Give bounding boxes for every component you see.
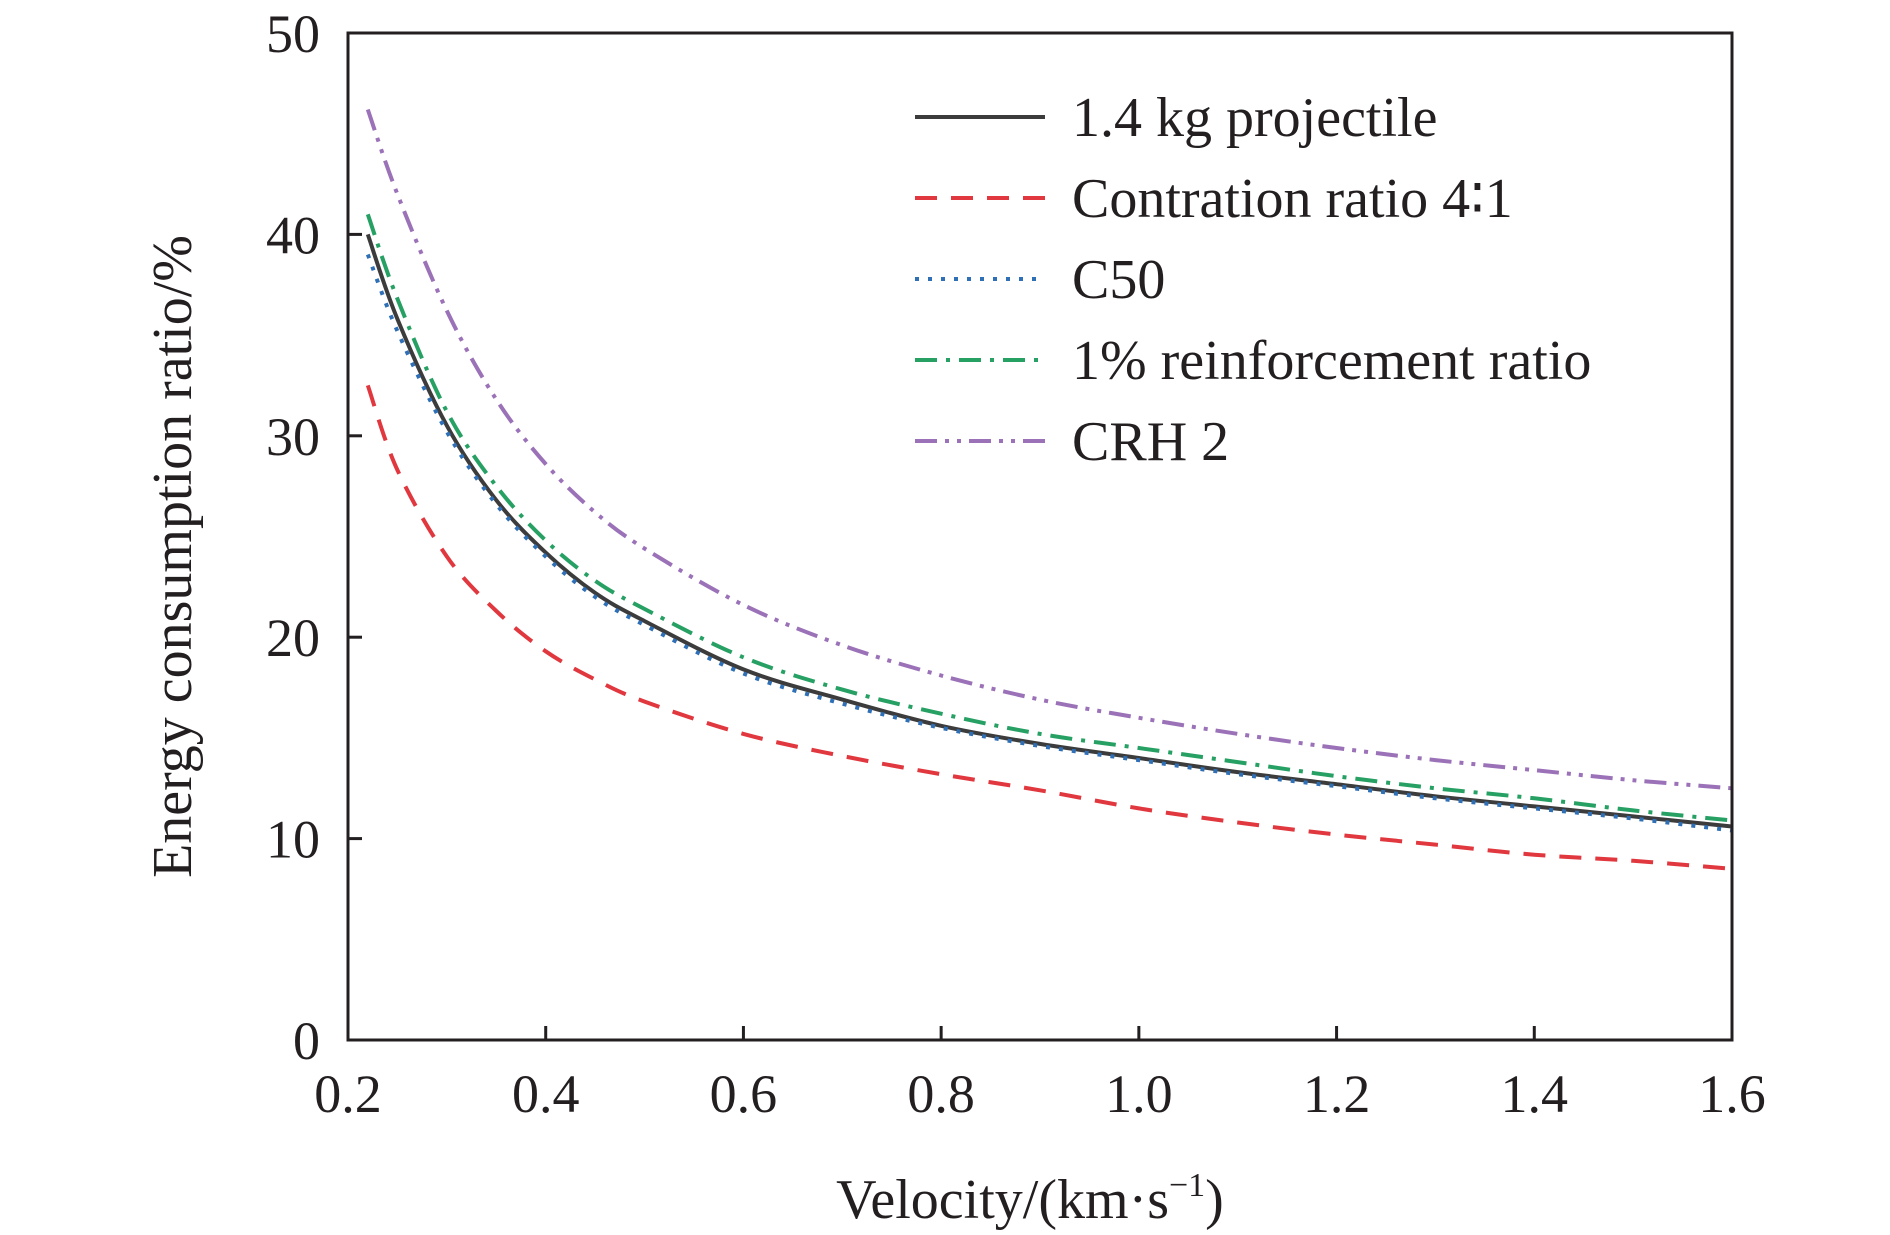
y-tick-label: 40 [266, 205, 320, 265]
axes-layer: 0.2 0.4 0.6 0.8 1.0 1.2 1.4 1.6 0 10 20 30 40 50 [266, 4, 1766, 1124]
x-tick-label: 0.4 [512, 1064, 580, 1124]
plot-frame [346, 31, 1734, 1042]
legend-label-2: Contration ratio 4∶1 [1072, 168, 1513, 230]
x-axis-title-end: ) [1205, 1169, 1224, 1231]
x-axis-title-superscript: −1 [1169, 1167, 1205, 1204]
y-tick-label: 10 [266, 810, 320, 870]
x-tick-label: 0.6 [710, 1064, 778, 1124]
series-line-4 [365, 213, 1733, 823]
y-tick-label: 0 [293, 1011, 320, 1071]
x-tick-label: 1.4 [1501, 1064, 1569, 1124]
legend-label-4: 1% reinforcement ratio [1072, 330, 1591, 392]
x-axis-title: Velocity/(km·s−1) [836, 1167, 1224, 1231]
plot-layer [365, 108, 1733, 871]
x-tick-label: 0.2 [314, 1064, 382, 1124]
series-line-1 [365, 233, 1733, 829]
legend-label-5: CRH 2 [1072, 411, 1229, 473]
y-tick-label: 50 [266, 4, 320, 64]
series-line-5 [365, 108, 1733, 791]
y-tick-label: 20 [266, 608, 320, 668]
legend-label-1: 1.4 kg projectile [1072, 87, 1437, 149]
x-tick-label: 1.6 [1698, 1064, 1766, 1124]
legend-label-3: C50 [1072, 249, 1165, 311]
series-line-2 [365, 384, 1733, 871]
x-tick-label: 1.0 [1105, 1064, 1173, 1124]
legend: 1.4 kg projectile Contration ratio 4∶1 C50… [915, 87, 1591, 473]
y-axis-title: Energy consumption ratio/% [142, 235, 204, 878]
x-tick-label: 0.8 [907, 1064, 975, 1124]
x-tick-label: 1.2 [1303, 1064, 1371, 1124]
y-tick-label: 30 [266, 407, 320, 467]
